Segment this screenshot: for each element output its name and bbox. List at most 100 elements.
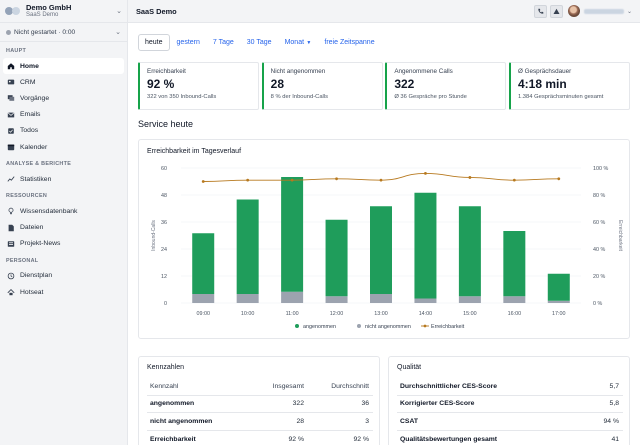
point-erreichbarkeit: [468, 176, 472, 179]
lightbulb-icon: [6, 206, 16, 216]
nav-section-title: ANALYSE & BERICHTE: [6, 161, 72, 168]
x-tick-label: 09:00: [196, 311, 210, 317]
y-tick-label: 0: [164, 301, 167, 307]
sidebar-item-dienstplan[interactable]: Dienstplan: [0, 268, 127, 284]
brand-name: Demo GmbH: [26, 2, 72, 12]
y-axis-label: Inbound-Calls: [151, 220, 157, 251]
qualitaet-table: Durchschnittlicher CES-Score 5,7 Korrigier…: [397, 378, 623, 445]
page-title: SaaS Demo: [136, 6, 177, 16]
qualitaet-title: Qualität: [397, 364, 422, 371]
tab-freie-zeitspanne[interactable]: freie Zeitspanne: [318, 35, 380, 50]
kennzahlen-table: Kennzahl Insgesamt Durchschnitt angenommen 3…: [147, 378, 373, 445]
sidebar-item-dateien[interactable]: Dateien: [0, 220, 127, 236]
status-text: Nicht gestartet · 0:00: [14, 28, 76, 36]
files-icon: [6, 223, 16, 233]
legend-dot-icon: [423, 324, 427, 328]
nav-section-title: RESSOURCEN: [6, 193, 48, 200]
table-row: Erreichbarkeit 92 % 92 %: [147, 431, 373, 445]
tab-gestern[interactable]: gestern: [171, 35, 206, 50]
kpi-sub: 8 % der Inbound-Calls: [270, 94, 329, 100]
kpi-value: 4:18 min: [517, 77, 567, 91]
bar-nicht-angenommen: [503, 296, 526, 303]
warning-icon: [553, 8, 560, 14]
sidebar-item-crm[interactable]: CRM: [0, 74, 127, 90]
brand-sub: SaaS Demo: [26, 11, 59, 18]
tab-monat[interactable]: Monat ▼: [279, 35, 318, 50]
y-tick-label: 24: [161, 247, 167, 253]
tab-label: gestern: [176, 39, 200, 46]
sidebar-item-label: Dateien: [20, 224, 44, 232]
tab-label: 7 Tage: [212, 39, 234, 46]
sidebar-item-statistiken[interactable]: Statistiken: [0, 171, 127, 187]
section-title: Service heute: [138, 119, 194, 129]
table-cell: CSAT: [400, 417, 418, 425]
kpi-sub: Ø 36 Gespräche pro Stunde: [394, 94, 467, 100]
brand-switcher[interactable]: Demo GmbH SaaS Demo ⌄: [0, 0, 127, 22]
sidebar-item-projekt-news[interactable]: Projekt-News: [0, 236, 127, 252]
y2-tick-label: 80 %: [593, 193, 605, 199]
nav-section-title: PERSONAL: [6, 257, 39, 264]
point-erreichbarkeit: [379, 178, 383, 182]
table-row: Korrigierter CES-Score 5,8: [397, 396, 623, 414]
legend-label: nicht angenommen: [365, 324, 411, 330]
table-header: Durchschnitt: [331, 382, 369, 390]
notifications-button[interactable]: [549, 4, 563, 18]
y-tick-label: 48: [161, 193, 167, 199]
user-menu[interactable]: ⌄: [567, 5, 632, 17]
sidebar-item-home[interactable]: Home: [3, 58, 124, 75]
chart-title: Erreichbarkeit im Tagesverlauf: [147, 148, 242, 155]
period-tabs: heute gestern 7 Tage 30 Tage Monat ▼ freie Ze…: [138, 34, 382, 51]
kennzahlen-title: Kennzahlen: [147, 364, 184, 371]
sidebar-item-emails[interactable]: Emails: [0, 107, 127, 123]
sidebar-item-wissensdatenbank[interactable]: Wissensdatenbank: [0, 203, 127, 219]
kpi-cards: Erreichbarkeit 92 % 322 von 350 Inbound-…: [138, 62, 630, 110]
tab-7-tage[interactable]: 7 Tage: [207, 35, 240, 50]
user-name-blurred: [583, 8, 624, 14]
sidebar-item-vorgänge[interactable]: Vorgänge: [0, 90, 127, 106]
x-tick-label: 14:00: [419, 311, 433, 317]
table-cell: 28: [296, 417, 304, 425]
tab-30-tage[interactable]: 30 Tage: [241, 35, 278, 50]
bar-angenommen: [192, 233, 215, 294]
legend-dot-icon: [295, 324, 299, 328]
hotseat-icon: [6, 287, 16, 297]
y2-tick-label: 40 %: [593, 247, 605, 253]
status-dot-icon: [6, 29, 11, 35]
bar-angenommen: [458, 206, 481, 297]
bar-nicht-angenommen: [325, 296, 348, 303]
y2-tick-label: 20 %: [593, 274, 605, 280]
sidebar-item-kalender[interactable]: Kalender: [0, 139, 127, 155]
table-cell: 92 %: [288, 435, 305, 443]
table-cell: 41: [611, 435, 619, 443]
brand-logo: [5, 7, 21, 15]
point-erreichbarkeit: [557, 177, 561, 181]
kpi-sub: 322 von 350 Inbound-Calls: [147, 94, 217, 100]
sidebar-item-label: Todos: [20, 127, 39, 135]
bar-angenommen: [236, 199, 259, 294]
tab-heute[interactable]: heute: [138, 34, 170, 51]
bar-nicht-angenommen: [370, 294, 392, 303]
table-header: Insgesamt: [272, 382, 304, 390]
bar-angenommen: [325, 219, 348, 297]
sidebar-item-hotseat[interactable]: Hotseat: [0, 284, 127, 300]
tab-label: freie Zeitspanne: [324, 39, 375, 46]
sidebar-item-todos[interactable]: Todos: [0, 123, 127, 139]
caret-down-icon: ▼: [305, 40, 312, 46]
table-row: Qualitätsbewertungen gesamt 41: [397, 431, 623, 445]
sidebar-item-label: Projekt-News: [20, 240, 61, 248]
qualitaet-card: Qualität Durchschnittlicher CES-Score 5,7…: [388, 356, 630, 445]
phone-button[interactable]: [533, 4, 547, 18]
table-cell: 36: [361, 400, 369, 408]
sidebar-item-label: CRM: [20, 78, 36, 86]
bar-nicht-angenommen: [192, 294, 215, 303]
legend-label: Erreichbarkeit: [431, 324, 465, 330]
bar-nicht-angenommen: [458, 296, 481, 303]
sidebar-item-label: Home: [20, 62, 39, 70]
point-erreichbarkeit: [201, 180, 205, 183]
kpi-value: 322: [394, 77, 415, 91]
sidebar-item-label: Hotseat: [20, 288, 44, 296]
kpi-label: Angenommene Calls: [394, 68, 453, 75]
kpi-value: 28: [270, 77, 285, 91]
agent-status[interactable]: Nicht gestartet · 0:00 ⌄: [0, 22, 127, 42]
point-erreichbarkeit: [424, 172, 427, 175]
